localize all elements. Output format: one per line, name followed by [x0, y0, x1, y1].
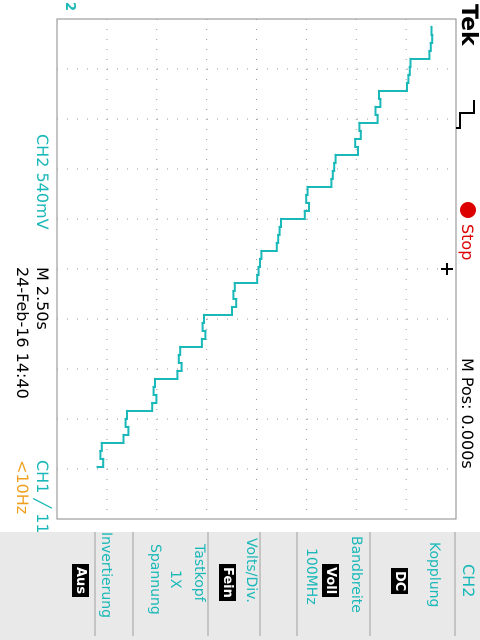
trigger-position-marker-icon	[441, 263, 453, 275]
menu-label: Invertierung	[98, 532, 114, 619]
trace-sample-point	[179, 345, 182, 349]
trace-sample-point	[376, 113, 379, 117]
trace-sample-point	[260, 249, 263, 253]
menu-value-dc: DC	[391, 568, 408, 595]
waveform-display	[56, 18, 457, 520]
menu-title: CH2	[454, 532, 480, 636]
brand-logo: Tek	[456, 4, 480, 46]
run-status: Stop	[458, 224, 477, 261]
trace-sample-point	[124, 417, 127, 421]
trace-sample-point	[96, 465, 99, 469]
trace-sample-point	[180, 361, 183, 365]
trigger-edge-icon	[456, 100, 475, 129]
mpos-readout: M Pos: 0.000s	[458, 358, 477, 469]
trace-sample-point	[334, 153, 337, 157]
trace-sample-point	[405, 81, 409, 85]
trace-sample-point	[177, 353, 180, 357]
trace-sample-point	[377, 89, 381, 93]
trace-sample-point	[235, 297, 238, 301]
trace-sample-point	[379, 97, 382, 101]
trace-sample-point	[125, 409, 129, 413]
menu-label: Kopplung	[426, 542, 442, 608]
trace-sample-point	[306, 185, 309, 189]
stop-indicator-icon	[460, 202, 476, 218]
menu-subvalue-2: Spannung	[147, 544, 163, 615]
menu-button-bandbreite[interactable]: Bandbreite Voll 100MHz	[296, 532, 369, 636]
trace-sample-point	[233, 281, 236, 285]
trace-sample-point	[277, 233, 280, 237]
trace-sample-point	[100, 441, 104, 445]
trace-sample-point	[358, 121, 361, 125]
trace-sample-point	[201, 321, 204, 325]
menu-subvalue: 1X	[167, 570, 183, 589]
menu-button-tastkopf[interactable]: Tastkopf 1X Spannung	[132, 532, 207, 636]
trace-sample-point	[307, 201, 311, 205]
menu-value-fein: Fein	[219, 564, 236, 601]
trace-sample-point	[258, 257, 262, 261]
trigger-frequency-readout: <10Hz	[13, 460, 32, 515]
trace-sample-point	[204, 329, 207, 333]
menu-value-voll: Voll	[322, 564, 339, 598]
ch2-ground-marker: 2	[62, 2, 77, 12]
trace-sample-point	[428, 49, 431, 53]
datetime-readout: 24-Feb-16 14:40	[13, 267, 32, 399]
trace-sample-point	[102, 457, 105, 461]
trace-sample-point	[305, 193, 308, 197]
trace-sample-point	[152, 385, 155, 389]
trace-sample-point	[232, 289, 235, 293]
ch2-scale-readout: CH2 540mV	[33, 134, 52, 230]
trace-sample-point	[257, 265, 260, 269]
trace-sample-point	[303, 209, 306, 213]
trace-sample-point	[155, 393, 158, 397]
trace-sample-point	[354, 137, 357, 141]
trace-sample-point	[99, 449, 102, 453]
trace-sample-point	[408, 65, 411, 69]
trace-sample-point	[407, 73, 410, 77]
menu-label: Volts/Div.	[243, 538, 259, 603]
trace-sample-point	[278, 225, 281, 229]
trace-sample-point	[356, 145, 360, 149]
trace-sample-point	[330, 177, 333, 181]
trace-sample-point	[275, 241, 278, 245]
trace-sample-point	[333, 161, 336, 165]
trace-sample-point	[151, 401, 154, 405]
menu-label: Bandbreite	[348, 536, 364, 613]
trace-sample-point	[331, 169, 334, 173]
trace-sample-point	[359, 129, 362, 133]
trace-sample-point	[374, 105, 377, 109]
trace-sample-point	[122, 433, 125, 437]
trace-sample-point	[256, 273, 259, 277]
menu-button-volts-div[interactable]: Volts/Div. Fein	[207, 532, 259, 636]
menu-value-aus: Aus	[72, 564, 89, 598]
menu-button-kopplung[interactable]: Kopplung DC	[369, 532, 454, 636]
timebase-readout: M 2.50s	[33, 267, 52, 330]
trace-sample-point	[176, 369, 179, 373]
trace-sample-point	[279, 217, 283, 221]
trace-sample-point	[153, 377, 157, 381]
ch2-trace	[96, 25, 434, 469]
trace-sample-point	[429, 41, 432, 45]
trace-sample-point	[430, 25, 433, 29]
menu-button-invertierung[interactable]: Invertierung	[94, 532, 132, 636]
trace-sample-point	[127, 425, 130, 429]
menu-subvalue: 100MHz	[303, 548, 319, 605]
menu-title-label: CH2	[459, 564, 478, 598]
trace-sample-point	[409, 57, 412, 61]
trace-sample-point	[431, 33, 434, 37]
graticule	[57, 19, 456, 519]
menu-label: Tastkopf	[191, 544, 207, 602]
trace-sample-point	[200, 337, 204, 341]
trace-sample-point	[230, 305, 234, 309]
trace-sample-point	[202, 313, 206, 317]
